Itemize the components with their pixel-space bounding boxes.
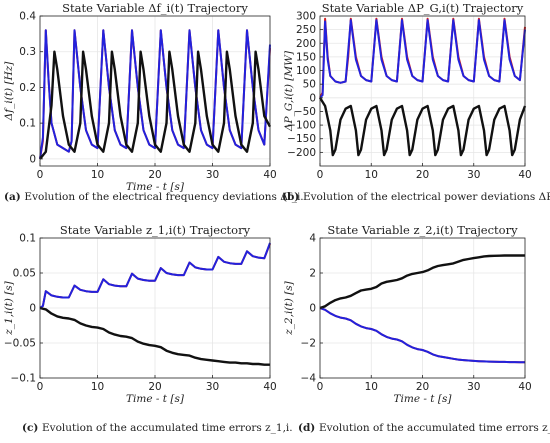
y-tick-label-3: 2 [309, 268, 316, 280]
y-tick-label-4: 4 [309, 233, 316, 245]
x-tick-label-2: 20 [148, 381, 161, 393]
y-axis-label: z_2,i(t) [s] [283, 280, 295, 335]
y-tick-label-3: 0.05 [13, 268, 36, 280]
x-tick-label-2: 20 [148, 169, 161, 181]
x-tick-label-0: 0 [37, 169, 44, 181]
x-tick-label-3: 30 [467, 381, 480, 393]
x-tick-label-2: 20 [416, 381, 429, 393]
y-axis-label: ΔP_G,i(t) [MW] [283, 50, 295, 132]
y-tick-label-0: 0 [29, 153, 36, 165]
series-line-2 [39, 50, 272, 160]
x-axis-label: Time - t [s] [126, 393, 185, 405]
y-tick-label-0: −200 [287, 147, 316, 159]
series-line-2 [39, 306, 270, 366]
x-tick-label-4: 40 [263, 381, 276, 393]
x-tick-label-4: 40 [263, 169, 276, 181]
caption: (d) Evolution of the accumulated time er… [298, 422, 550, 434]
y-tick-label-2: −100 [287, 120, 316, 132]
y-tick-label-7: 150 [296, 51, 316, 63]
x-tick-label-2: 20 [416, 169, 429, 181]
y-tick-label-1: −0.05 [4, 338, 36, 350]
caption-label: (b) [282, 191, 303, 203]
x-tick-label-0: 0 [317, 169, 324, 181]
y-tick-label-6: 100 [296, 65, 316, 77]
series-line-2 [318, 97, 527, 157]
chart-title: State Variable z_2,i(t) Trajectory [327, 223, 518, 237]
caption-label: (d) [298, 422, 319, 434]
y-tick-label-3: −50 [294, 106, 316, 118]
caption-label: (c) [22, 422, 42, 434]
series-line-1 [39, 29, 271, 160]
y-tick-label-0: −0.1 [11, 373, 37, 385]
panel-a-frequency-deviation: 0 10 20 30 40 0 0.1 0.2 0.3 0.4 State Variable Δf_… [3, 1, 304, 203]
caption-label: (a) [4, 191, 24, 203]
y-tick-label-1: −2 [301, 338, 316, 350]
y-axis-label: Δf_i(t) [Hz] [3, 61, 15, 122]
x-tick-label-3: 30 [206, 381, 219, 393]
y-tick-label-4: 0 [309, 92, 316, 104]
x-tick-label-1: 10 [91, 381, 104, 393]
series-line-1 [319, 307, 525, 364]
chart-title: State Variable ΔP_G,i(t) Trajectory [322, 1, 524, 15]
caption: (c) Evolution of the accumulated time er… [22, 422, 293, 434]
y-tick-label-1: 0.1 [19, 118, 36, 130]
chart-title: State Variable z_1,i(t) Trajectory [60, 223, 251, 237]
x-tick-label-3: 30 [206, 169, 219, 181]
y-tick-label-2: 0.2 [19, 82, 36, 94]
x-tick-label-1: 10 [365, 169, 378, 181]
caption-text: Evolution of the accumulated time errors… [319, 422, 550, 434]
series-line-1 [319, 19, 526, 99]
y-tick-label-0: −4 [301, 373, 317, 385]
chart-title: State Variable Δf_i(t) Trajectory [62, 1, 248, 15]
caption: (b) Evolution of the electrical power de… [282, 191, 550, 203]
y-tick-label-2: 0 [29, 303, 36, 315]
y-tick-label-5: 50 [303, 79, 316, 91]
series-line-1 [39, 242, 271, 309]
caption: (a) Evolution of the electrical frequenc… [4, 191, 304, 203]
x-axis-label: Time - t [s] [394, 393, 453, 405]
y-tick-label-1: −150 [287, 133, 316, 145]
y-tick-label-8: 200 [296, 38, 316, 50]
x-tick-label-3: 30 [467, 169, 480, 181]
caption-text: Evolution of the electrical power deviat… [303, 191, 550, 203]
x-tick-label-0: 0 [37, 381, 44, 393]
caption-text: Evolution of the accumulated time errors… [42, 422, 293, 434]
x-tick-label-1: 10 [91, 169, 104, 181]
x-tick-label-4: 40 [518, 169, 531, 181]
series-line-2 [319, 254, 525, 310]
y-tick-label-4: 0.1 [19, 233, 36, 245]
y-tick-label-3: 0.3 [19, 46, 36, 58]
x-tick-label-4: 40 [518, 381, 531, 393]
y-tick-label-2: 0 [309, 303, 316, 315]
y-tick-label-10: 300 [296, 11, 316, 23]
caption-text: Evolution of the electrical frequency de… [24, 191, 303, 203]
x-tick-label-1: 10 [365, 381, 378, 393]
panel-b-power-deviation: 0 10 20 30 40−200−150−100−500501001502002503… [282, 1, 550, 203]
panel-d-time-error-z2: 0 10 20 30 40 −4 −2 0 2 4 State Variable z_2,i(t) … [283, 223, 550, 434]
x-axis-label: Time - t [s] [126, 181, 185, 193]
y-axis-label: z_1,i(t) [s] [3, 280, 15, 335]
panel-c-time-error-z1: 0 10 20 30 40 −0.1 −0.05 0 0.05 0.1 State Variable… [3, 223, 293, 434]
y-tick-label-9: 250 [296, 24, 316, 36]
x-tick-label-0: 0 [317, 381, 324, 393]
y-tick-label-4: 0.4 [19, 11, 36, 23]
